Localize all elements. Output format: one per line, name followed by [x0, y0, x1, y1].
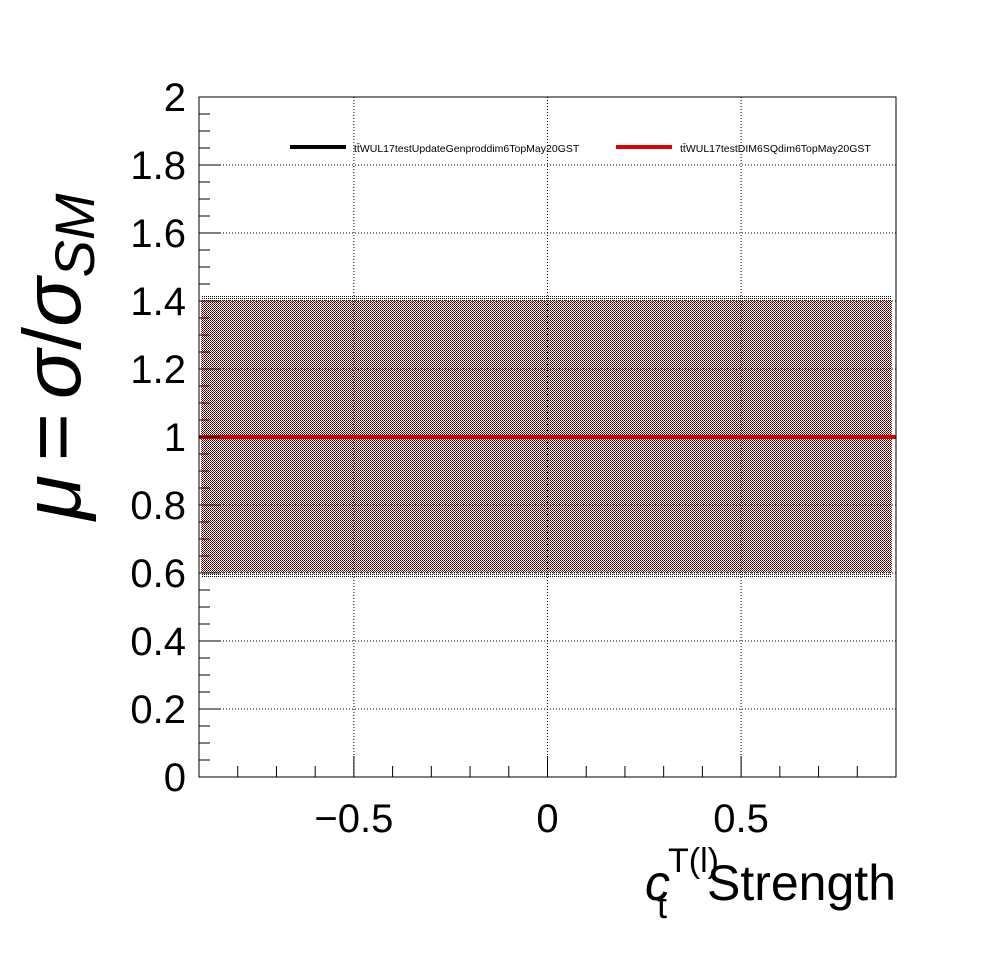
y-tick-label-1: 0.2 — [130, 688, 186, 732]
y-tick-label-0: 0 — [164, 756, 186, 800]
y-tick-label-5: 1 — [164, 416, 186, 460]
y-tick-label-4: 0.8 — [130, 484, 186, 528]
y-tick-label-6: 1.2 — [130, 348, 186, 392]
y-tick-label-7: 1.4 — [130, 280, 186, 324]
x-tick-label-1: 0 — [536, 797, 558, 841]
legend-label-series-0: tt̄WUL17testUpdateGenproddim6TopMay20GST — [354, 143, 580, 155]
y-tick-label-9: 1.8 — [130, 144, 186, 188]
legend: tt̄WUL17testUpdateGenproddim6TopMay20GST… — [290, 143, 871, 155]
x-ticks: −0.5 0 0.5 — [237, 756, 858, 841]
x-tick-label-2: 0.5 — [713, 797, 769, 841]
x-axis-title: cT(l) t Strength — [645, 842, 896, 926]
y-tick-label-2: 0.4 — [130, 620, 186, 664]
x-tick-label-0: −0.5 — [314, 797, 393, 841]
y-axis-title: μ=σ/σSM — [7, 193, 106, 522]
y-tick-label-3: 0.6 — [130, 552, 186, 596]
legend-label-series-1: tt̄WUL17testDIM6SQdim6TopMay20GST — [680, 143, 871, 155]
y-ticks: 0 0.2 0.4 0.6 0.8 1 1.2 1.4 1.6 1.8 2 — [130, 76, 220, 800]
y-tick-label-10: 2 — [164, 76, 186, 120]
y-tick-label-8: 1.6 — [130, 212, 186, 256]
